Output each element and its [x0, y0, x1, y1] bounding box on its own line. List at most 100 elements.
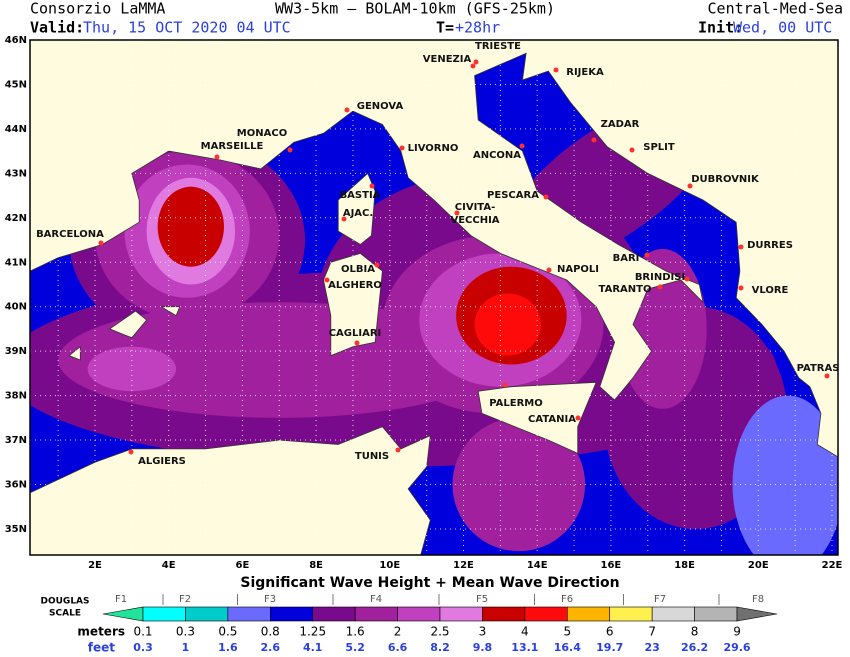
map-frame [29, 39, 839, 556]
feet-value: 1 [182, 641, 190, 654]
place-label: VECCHIA [450, 215, 499, 226]
place-marker [287, 147, 293, 153]
lon-label: 22E [822, 560, 843, 571]
init-label: Init: [698, 19, 743, 37]
place-marker [591, 137, 597, 143]
institute: Consorzio LaMMA [30, 0, 165, 18]
place-marker [657, 284, 663, 290]
place-marker [324, 277, 330, 283]
place-label: CIVITA- [455, 202, 495, 213]
douglas-force: F2 [179, 594, 191, 605]
place-marker [473, 59, 479, 65]
land [337, 172, 376, 245]
lon-label: 16E [601, 560, 622, 571]
lon-label: 2E [88, 560, 102, 571]
douglas-force: F7 [654, 594, 666, 605]
wave-zone [452, 417, 586, 552]
land [30, 40, 838, 458]
meters-value: 7 [648, 625, 656, 639]
feet-value: 8.2 [430, 641, 450, 654]
feet-value: 26.2 [681, 641, 708, 654]
meters-value: 2.5 [430, 625, 449, 639]
meters-value: 0.5 [218, 625, 237, 639]
douglas-force: F6 [561, 594, 573, 605]
feet-value: 13.1 [511, 641, 538, 654]
meters-value: 4 [521, 625, 529, 639]
colorbar-segment [524, 606, 568, 622]
legend: Significant Wave Height + Mean Wave Dire… [41, 575, 778, 655]
lat-label: 40N [5, 302, 27, 313]
lon-label: 20E [748, 560, 769, 571]
feet-value: 6.6 [388, 641, 408, 654]
land [30, 426, 431, 555]
scale-name: DOUGLAS [41, 597, 90, 607]
place-label: PALERMO [489, 398, 543, 409]
lat-label: 46N [5, 35, 27, 46]
lead-label: T= [436, 19, 454, 37]
lon-label: 12E [453, 560, 474, 571]
place-label: DUBROVNIK [691, 174, 760, 185]
douglas-force: F3 [264, 594, 276, 605]
feet-value: 16.4 [554, 641, 581, 654]
lon-label: 18E [674, 560, 695, 571]
colorbar-segment [185, 606, 229, 622]
douglas-force: F8 [752, 594, 764, 605]
colorbar-segment [651, 606, 695, 622]
colorbar-segment [482, 606, 526, 622]
place-label: SPLIT [643, 142, 675, 153]
douglas-force: F4 [370, 594, 382, 605]
douglas-force: F5 [476, 594, 488, 605]
wave-zone [87, 346, 177, 392]
scale-word: SCALE [49, 609, 81, 619]
lat-label: 38N [5, 391, 27, 402]
models: WW3-5km — BOLAM-10km (GFS-25km) [275, 0, 555, 18]
meters-value: 0.3 [176, 625, 195, 639]
meters-label: meters [77, 625, 125, 639]
feet-value: 23 [645, 641, 660, 654]
colorbar-segment [227, 606, 271, 622]
place-label: ANCONA [473, 150, 521, 161]
lat-label: 41N [5, 257, 27, 268]
place-label: TUNIS [355, 451, 389, 462]
meters-value: 2 [394, 625, 402, 639]
place-marker [738, 244, 744, 250]
place-label: LIVORNO [408, 143, 459, 154]
colorbar-segment [566, 606, 611, 622]
meters-value: 8 [691, 625, 699, 639]
colorbar-segment [269, 606, 314, 622]
lat-label: 44N [5, 124, 27, 135]
place-marker [575, 415, 581, 421]
place-label: CATANIA [528, 414, 576, 425]
lat-label: 36N [5, 480, 27, 491]
feet-value: 9.8 [473, 641, 493, 654]
lon-label: 6E [236, 560, 250, 571]
place-label: BRINDISI [635, 272, 685, 283]
place-label: OLBIA [341, 264, 375, 275]
domain: Central-Med-Sea [708, 0, 843, 18]
place-label: GENOVA [357, 101, 404, 112]
lat-label: 45N [5, 79, 27, 90]
colorbar-segment [312, 606, 356, 622]
wave-zone [157, 186, 224, 267]
lat-label: 39N [5, 346, 27, 357]
place-label: DURRES [747, 240, 793, 251]
colorbar-low [102, 606, 144, 622]
meters-value: 9 [733, 625, 741, 639]
place-marker [395, 447, 401, 453]
place-label: MONACO [237, 128, 287, 139]
place-marker [519, 143, 525, 149]
place-marker [684, 276, 690, 282]
meters-value: 6 [606, 625, 614, 639]
place-marker [354, 340, 360, 346]
feet-value: 0.3 [133, 641, 153, 654]
place-label: MARSEILLE [201, 141, 264, 152]
lon-label: 4E [162, 560, 176, 571]
place-label: VENEZIA [423, 54, 472, 65]
feet-value: 2.6 [261, 641, 281, 654]
colorbar-segment [439, 606, 483, 622]
land [323, 252, 383, 357]
colorbar-segment [354, 606, 398, 622]
place-marker [214, 154, 220, 160]
lat-label: 35N [5, 524, 27, 535]
